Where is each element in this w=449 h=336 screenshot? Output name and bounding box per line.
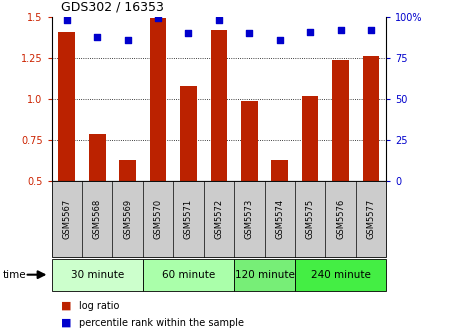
Bar — [363, 56, 379, 181]
Point — [307, 29, 314, 34]
Text: GSM5574: GSM5574 — [275, 199, 284, 239]
Point — [63, 17, 70, 23]
Text: GSM5569: GSM5569 — [123, 199, 132, 239]
Point — [124, 37, 131, 43]
Point — [337, 27, 344, 33]
Point — [154, 16, 162, 21]
Point — [185, 31, 192, 36]
Text: GSM5575: GSM5575 — [306, 199, 315, 239]
Text: ■: ■ — [61, 301, 71, 311]
Text: GSM5577: GSM5577 — [366, 199, 375, 239]
Bar — [271, 160, 288, 181]
Text: GSM5570: GSM5570 — [154, 199, 163, 239]
Bar — [180, 86, 197, 181]
Text: 60 minute: 60 minute — [162, 270, 215, 280]
Bar — [58, 32, 75, 181]
Point — [276, 37, 283, 43]
Text: 120 minute: 120 minute — [234, 270, 295, 280]
Text: ■: ■ — [61, 318, 71, 328]
Point — [216, 17, 223, 23]
Bar — [89, 134, 106, 181]
Point — [246, 31, 253, 36]
Bar — [302, 96, 318, 181]
Point — [94, 34, 101, 39]
Bar — [150, 18, 167, 181]
Text: 30 minute: 30 minute — [70, 270, 124, 280]
Text: GSM5572: GSM5572 — [214, 199, 224, 239]
Bar — [332, 59, 349, 181]
Text: GSM5573: GSM5573 — [245, 199, 254, 239]
Text: log ratio: log ratio — [79, 301, 119, 311]
Text: time: time — [2, 270, 26, 280]
Text: GSM5571: GSM5571 — [184, 199, 193, 239]
Text: GSM5568: GSM5568 — [93, 199, 102, 239]
Text: GDS302 / 16353: GDS302 / 16353 — [61, 0, 163, 13]
Point — [367, 27, 374, 33]
Text: percentile rank within the sample: percentile rank within the sample — [79, 318, 243, 328]
Text: GSM5567: GSM5567 — [62, 199, 71, 239]
Bar — [119, 160, 136, 181]
Text: GSM5576: GSM5576 — [336, 199, 345, 239]
Bar — [211, 30, 227, 181]
Bar — [241, 101, 258, 181]
Text: 240 minute: 240 minute — [311, 270, 370, 280]
